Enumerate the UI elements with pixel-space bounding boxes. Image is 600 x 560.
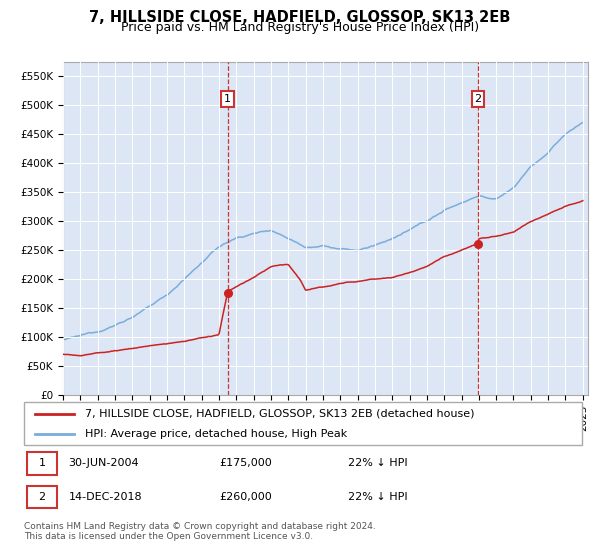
Text: 22% ↓ HPI: 22% ↓ HPI bbox=[347, 459, 407, 468]
Text: HPI: Average price, detached house, High Peak: HPI: Average price, detached house, High… bbox=[85, 430, 347, 439]
FancyBboxPatch shape bbox=[27, 452, 58, 475]
Text: 2: 2 bbox=[38, 492, 46, 502]
Text: 14-DEC-2018: 14-DEC-2018 bbox=[68, 492, 142, 502]
Text: 7, HILLSIDE CLOSE, HADFIELD, GLOSSOP, SK13 2EB (detached house): 7, HILLSIDE CLOSE, HADFIELD, GLOSSOP, SK… bbox=[85, 409, 475, 419]
Text: Contains HM Land Registry data © Crown copyright and database right 2024.
This d: Contains HM Land Registry data © Crown c… bbox=[24, 522, 376, 542]
Text: Price paid vs. HM Land Registry's House Price Index (HPI): Price paid vs. HM Land Registry's House … bbox=[121, 21, 479, 34]
FancyBboxPatch shape bbox=[27, 486, 58, 508]
Text: 2: 2 bbox=[475, 94, 482, 104]
Text: 1: 1 bbox=[224, 94, 231, 104]
Text: 1: 1 bbox=[38, 459, 46, 468]
Text: £175,000: £175,000 bbox=[220, 459, 272, 468]
Text: 30-JUN-2004: 30-JUN-2004 bbox=[68, 459, 139, 468]
FancyBboxPatch shape bbox=[24, 402, 582, 445]
Text: £260,000: £260,000 bbox=[220, 492, 272, 502]
Text: 22% ↓ HPI: 22% ↓ HPI bbox=[347, 492, 407, 502]
Text: 7, HILLSIDE CLOSE, HADFIELD, GLOSSOP, SK13 2EB: 7, HILLSIDE CLOSE, HADFIELD, GLOSSOP, SK… bbox=[89, 10, 511, 25]
